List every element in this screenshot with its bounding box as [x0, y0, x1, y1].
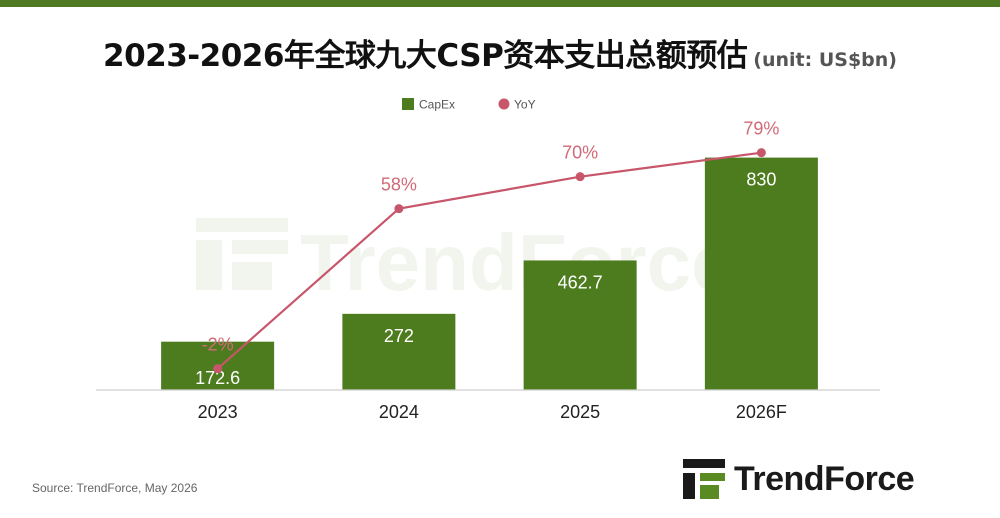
- bar-value-label: 830: [746, 170, 776, 190]
- yoy-value-label: 70%: [562, 143, 598, 163]
- legend-yoy-label: YoY: [514, 98, 536, 112]
- yoy-value-label: 79%: [743, 119, 779, 139]
- yoy-value-label: 58%: [381, 175, 417, 195]
- legend-capex-label: CapEx: [419, 98, 455, 112]
- legend-yoy-swatch: [498, 98, 510, 110]
- x-tick-labels: 2023 2024 2025 2026F: [198, 402, 787, 422]
- top-accent-bar: [0, 0, 1000, 7]
- x-tick-label: 2025: [560, 402, 600, 422]
- trendforce-logo-icon: [683, 459, 725, 499]
- yoy-series-line: [216, 151, 762, 370]
- chart-title: 2023-2026年全球九大CSP资本支出总额预估: [103, 38, 748, 74]
- bar-value-label: 462.7: [558, 272, 603, 292]
- bar-capex-2026f: [704, 157, 818, 390]
- yoy-point-2025: [575, 172, 585, 182]
- x-tick-label: 2026F: [736, 402, 787, 422]
- trendforce-watermark: TrendForce: [196, 218, 736, 307]
- yoy-point-2026f: [756, 148, 766, 158]
- legend: CapEx YoY: [402, 98, 536, 112]
- source-note: Source: TrendForce, May 2026: [32, 481, 198, 495]
- yoy-value-label: -2%: [202, 335, 234, 355]
- yoy-line-layer: -2% 58% 70% 79%: [202, 119, 779, 374]
- x-tick-label: 2023: [198, 402, 238, 422]
- chart-unit-label: (unit: US$bn): [753, 49, 897, 71]
- bar-value-label: 172.6: [195, 368, 240, 388]
- bar-capex-2024: [342, 313, 456, 390]
- bar-value-label: 272: [384, 326, 414, 346]
- watermark-text: TrendForce: [300, 218, 736, 307]
- legend-capex-swatch: [402, 98, 414, 110]
- yoy-point-2023: [213, 364, 223, 374]
- trendforce-logo: TrendForce: [683, 456, 915, 502]
- chart-header: 2023-2026年全球九大CSP资本支出总额预估 (unit: US$bn): [0, 30, 1000, 75]
- yoy-point-2024: [394, 204, 404, 214]
- bar-capex-2025: [523, 260, 637, 390]
- x-tick-label: 2024: [379, 402, 419, 422]
- bars-layer: 172.6 272 462.7 830: [161, 157, 818, 390]
- trendforce-logo-text: TrendForce: [734, 460, 915, 498]
